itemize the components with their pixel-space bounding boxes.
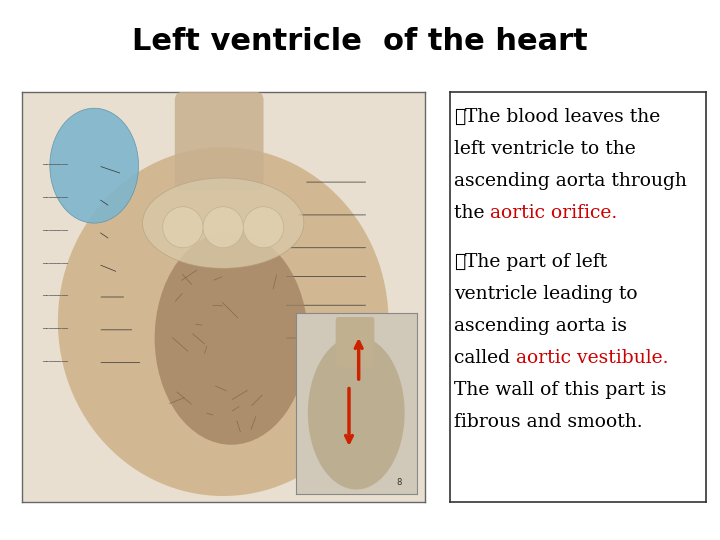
Text: ────────: ──────── bbox=[42, 163, 68, 168]
Text: ────────: ──────── bbox=[42, 360, 68, 365]
Text: ────────: ──────── bbox=[42, 294, 68, 300]
Text: ────────: ──────── bbox=[42, 229, 68, 234]
FancyBboxPatch shape bbox=[175, 92, 264, 190]
Text: ➔: ➔ bbox=[454, 253, 465, 271]
Text: The wall of this part is: The wall of this part is bbox=[454, 381, 666, 399]
Text: the: the bbox=[454, 204, 490, 222]
Ellipse shape bbox=[155, 231, 308, 445]
Text: ────────: ──────── bbox=[42, 262, 68, 267]
Text: fibrous and smooth.: fibrous and smooth. bbox=[454, 413, 642, 431]
Text: Left ventricle  of the heart: Left ventricle of the heart bbox=[132, 27, 588, 56]
Text: aortic vestibule.: aortic vestibule. bbox=[516, 349, 668, 367]
Ellipse shape bbox=[143, 178, 304, 268]
Text: The blood leaves the: The blood leaves the bbox=[465, 108, 660, 126]
FancyBboxPatch shape bbox=[336, 317, 374, 368]
Text: ────────: ──────── bbox=[42, 327, 68, 332]
Text: left ventricle to the: left ventricle to the bbox=[454, 140, 636, 158]
Ellipse shape bbox=[50, 108, 138, 223]
Text: aortic orifice.: aortic orifice. bbox=[490, 204, 618, 222]
Ellipse shape bbox=[163, 207, 203, 248]
Text: called: called bbox=[454, 349, 516, 367]
Ellipse shape bbox=[308, 336, 405, 489]
Ellipse shape bbox=[203, 207, 243, 248]
Text: ➔: ➔ bbox=[454, 108, 465, 126]
Text: 8: 8 bbox=[396, 478, 401, 487]
Ellipse shape bbox=[243, 207, 284, 248]
Text: ────────: ──────── bbox=[42, 196, 68, 201]
Text: ascending aorta through: ascending aorta through bbox=[454, 172, 687, 190]
Text: ascending aorta is: ascending aorta is bbox=[454, 316, 627, 335]
Ellipse shape bbox=[58, 147, 389, 496]
Text: ventricle leading to: ventricle leading to bbox=[454, 285, 637, 303]
Text: The part of left: The part of left bbox=[465, 253, 607, 271]
